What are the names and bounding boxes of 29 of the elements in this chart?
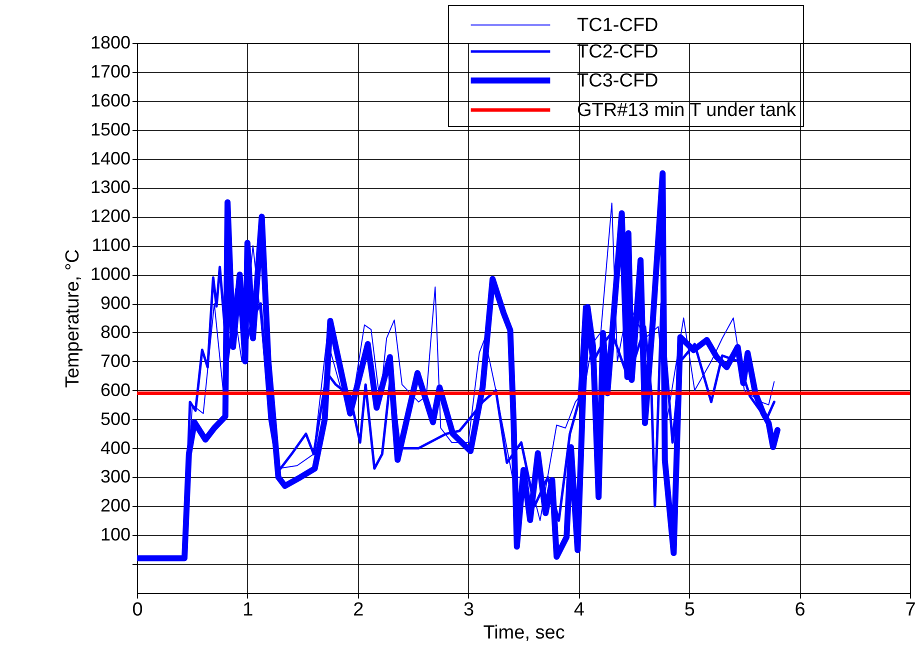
x-tick-label: 4 <box>574 600 585 620</box>
y-tick-label: 1200 <box>90 206 130 226</box>
x-axis-title: Time, sec <box>483 622 565 644</box>
legend-label: TC1-CFD <box>577 15 658 36</box>
y-tick-label: 800 <box>100 322 130 342</box>
x-tick-label: 0 <box>132 600 143 620</box>
y-tick-label: 700 <box>100 350 130 371</box>
y-tick-label: 100 <box>100 524 130 545</box>
y-tick-label: 1100 <box>92 235 130 256</box>
x-tick-label: 1 <box>242 600 254 620</box>
y-tick-label: 1800 <box>90 32 130 52</box>
y-tick-label: 1400 <box>90 148 130 168</box>
y-tick-label: 500 <box>100 408 130 429</box>
x-tick-label: 3 <box>463 600 474 620</box>
x-tick-label: 7 <box>905 600 916 620</box>
y-tick-label: 200 <box>100 496 130 516</box>
y-tick-label: 1300 <box>90 177 130 198</box>
y-tick-label: 300 <box>100 466 130 487</box>
y-tick-label: 600 <box>100 380 130 400</box>
y-axis-title: Temperature, °C <box>62 249 84 388</box>
x-tick-label: 6 <box>794 600 806 620</box>
y-tick-label: 1700 <box>90 61 130 82</box>
x-tick-label: 5 <box>684 600 695 620</box>
y-tick-label: 1000 <box>90 264 130 284</box>
y-tick-label: 1600 <box>90 90 130 110</box>
y-tick-label: 1500 <box>90 119 130 140</box>
x-tick-label: 2 <box>353 600 364 620</box>
y-tick-label: 900 <box>100 293 130 314</box>
y-tick-label: 400 <box>100 438 130 458</box>
